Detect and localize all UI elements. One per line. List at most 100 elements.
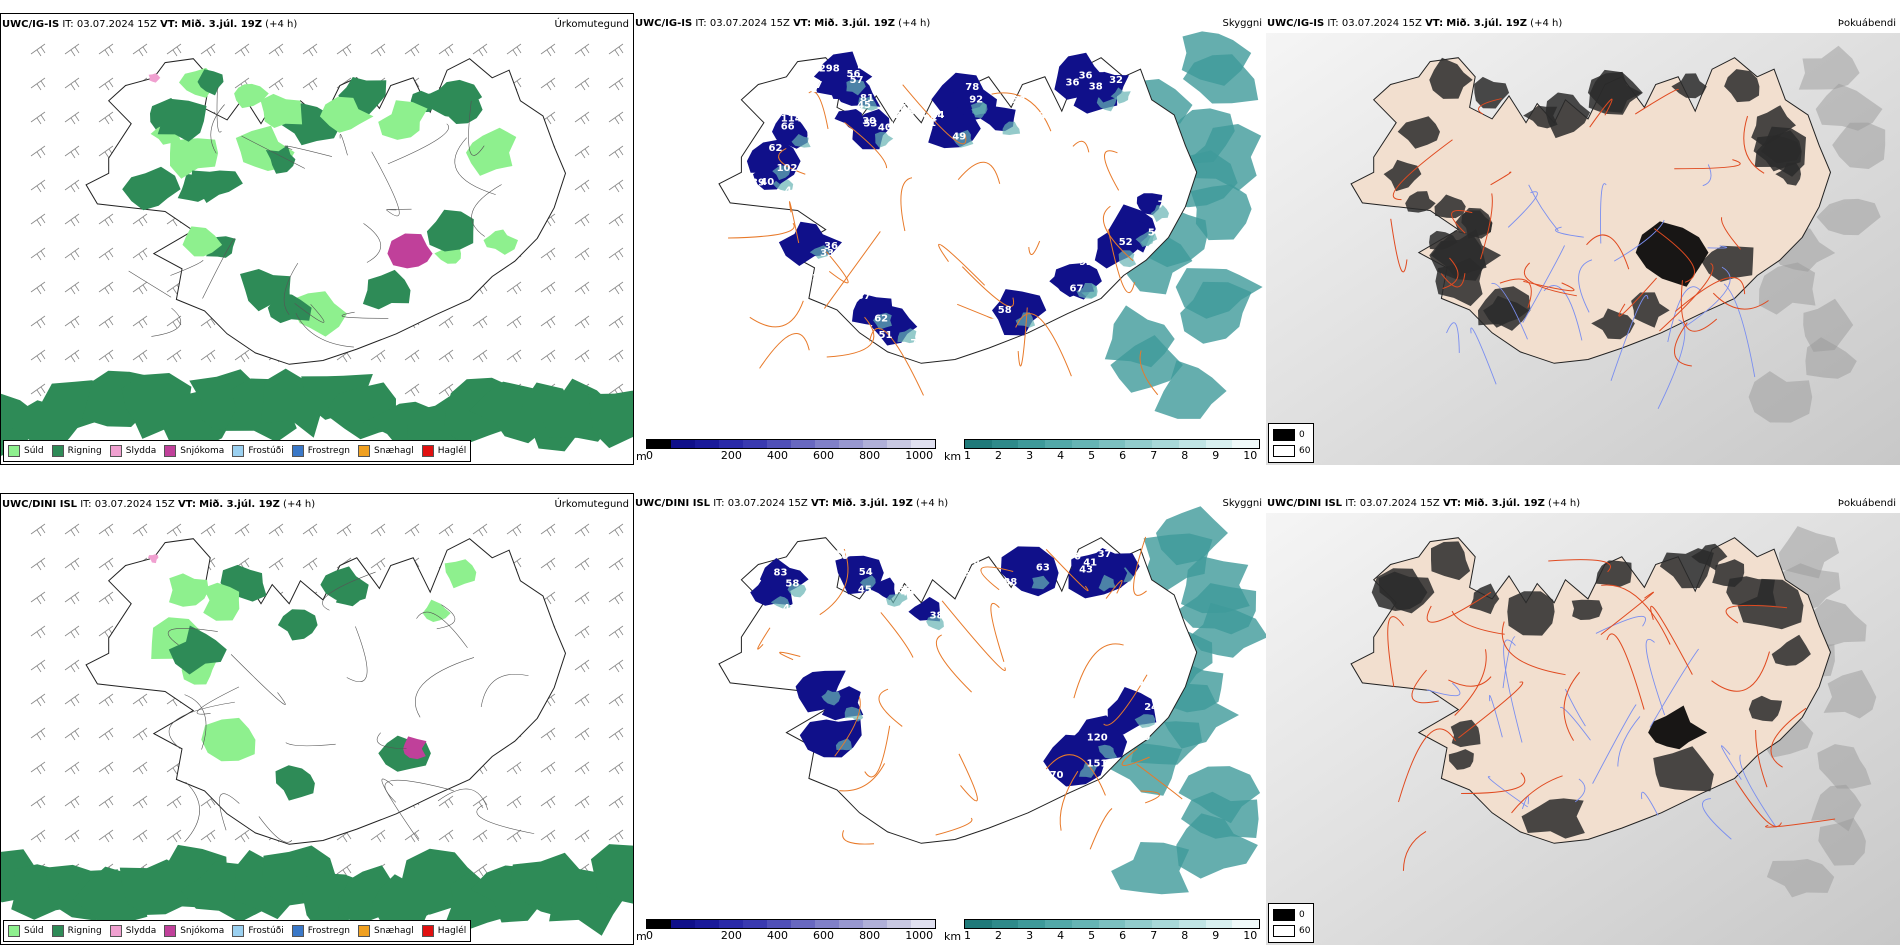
cloud-base-label: 78 bbox=[1155, 114, 1169, 125]
it-value: 03.07.2024 15Z bbox=[727, 498, 808, 509]
legend-swatch bbox=[421, 925, 434, 937]
scale-step bbox=[815, 920, 839, 928]
low-visibility-area bbox=[1111, 842, 1190, 895]
wind-barb bbox=[336, 863, 352, 877]
wind-barb bbox=[506, 829, 522, 843]
wind-barb bbox=[200, 829, 216, 843]
wind-barb bbox=[472, 315, 488, 329]
scale-step bbox=[791, 920, 815, 928]
fog-area bbox=[1726, 576, 1776, 607]
cloud-base-label: 56 bbox=[1067, 552, 1081, 563]
vt-label: VT: bbox=[793, 18, 812, 29]
precip-map-row2 bbox=[1, 523, 633, 936]
scale-step bbox=[719, 920, 743, 928]
wind-barb bbox=[608, 659, 624, 673]
wind-barb bbox=[132, 795, 148, 809]
wind-barb bbox=[64, 625, 80, 639]
cloud-base-label: 60 bbox=[835, 551, 849, 562]
scale-step bbox=[815, 440, 839, 448]
road bbox=[1139, 350, 1159, 396]
wind-barb bbox=[132, 349, 148, 363]
wind-barb bbox=[302, 77, 318, 91]
road bbox=[376, 732, 407, 750]
wind-barb bbox=[404, 43, 420, 57]
precip-header-row2: UWC/DINI ISL IT: 03.07.2024 15Z VT: Mið.… bbox=[2, 497, 629, 513]
wind-barb bbox=[574, 77, 590, 91]
fog-area bbox=[1712, 559, 1745, 587]
cloud-base-label: 59 bbox=[983, 318, 997, 329]
legend-swatch bbox=[164, 925, 177, 937]
fog-area bbox=[1653, 746, 1714, 792]
wind-barb bbox=[574, 727, 590, 741]
road-network bbox=[128, 87, 502, 348]
precip-legend-item: Snjókoma bbox=[164, 445, 224, 457]
road bbox=[1059, 770, 1079, 831]
road bbox=[1426, 591, 1492, 623]
cloud-base-label: 38 bbox=[930, 611, 944, 622]
road bbox=[1390, 218, 1408, 273]
wind-barb bbox=[540, 727, 556, 741]
sea-fog-area bbox=[1832, 122, 1886, 169]
fog-area bbox=[1478, 286, 1531, 331]
cloud-base-label: 479 bbox=[858, 62, 879, 73]
model-name: UWC/DINI ISL bbox=[635, 498, 711, 509]
wind-barb bbox=[30, 625, 46, 639]
legend-label: Snjókoma bbox=[180, 926, 225, 936]
cloud-base-label: 30 bbox=[862, 116, 876, 127]
cloud-title: Skyggni bbox=[1222, 498, 1262, 509]
wind-barb bbox=[234, 43, 250, 57]
wind-barb bbox=[370, 349, 386, 363]
road bbox=[1107, 229, 1136, 294]
wind-barb bbox=[336, 43, 352, 57]
road bbox=[1140, 790, 1160, 804]
cloud-base-label: 46 bbox=[785, 185, 799, 196]
road bbox=[1501, 621, 1566, 676]
scale-tick: 6 bbox=[1119, 929, 1127, 942]
precip-title: Úrkomutegund bbox=[554, 19, 629, 30]
cloud-base-label: 36 bbox=[1155, 629, 1169, 640]
rain-area bbox=[170, 138, 219, 179]
low-visibility-area bbox=[1134, 714, 1156, 728]
road bbox=[1411, 669, 1439, 704]
road bbox=[219, 793, 240, 831]
road bbox=[844, 121, 888, 169]
river bbox=[1667, 286, 1702, 343]
low-visibility-area bbox=[846, 79, 866, 96]
cloud-base-label: 37 bbox=[1098, 549, 1112, 560]
vt-label: VT: bbox=[160, 19, 179, 30]
wind-barb bbox=[30, 383, 46, 397]
terrain-panel-row2: UWC/DINI ISL IT: 03.07.2024 15Z VT: Mið.… bbox=[634, 493, 1266, 945]
legend-swatch bbox=[51, 445, 64, 457]
road bbox=[1499, 278, 1532, 308]
road-network bbox=[757, 536, 1183, 850]
scale-unit: m bbox=[636, 450, 647, 463]
road bbox=[900, 177, 913, 232]
road bbox=[824, 231, 881, 309]
cloud-base-label: 58 bbox=[1137, 677, 1151, 688]
cloud-base-label: 42 bbox=[1174, 654, 1188, 665]
wind-barb bbox=[132, 281, 148, 295]
wind-barb bbox=[98, 349, 114, 363]
wind-barb bbox=[98, 591, 114, 605]
sea-fog-area bbox=[1766, 859, 1835, 898]
rain-area bbox=[275, 765, 315, 801]
legend-swatch bbox=[421, 445, 434, 457]
it-value: 03.07.2024 15Z bbox=[94, 499, 175, 510]
cloud-base-label: 151 bbox=[1087, 759, 1108, 770]
low-visibility-area bbox=[835, 738, 852, 751]
scale-step bbox=[911, 920, 935, 928]
road bbox=[1600, 591, 1654, 636]
cloud-base-label: 74 bbox=[1158, 199, 1172, 210]
cloud-base-label: 142 bbox=[797, 84, 818, 95]
road bbox=[341, 311, 389, 319]
road bbox=[1548, 559, 1612, 573]
road bbox=[202, 238, 236, 299]
fog-area bbox=[1397, 116, 1440, 149]
road bbox=[826, 251, 849, 284]
wind-barb bbox=[574, 247, 590, 261]
fog-area bbox=[1691, 543, 1728, 571]
low-visibility-area bbox=[1110, 335, 1183, 393]
wind-barb bbox=[268, 43, 284, 57]
wind-barb bbox=[472, 523, 488, 537]
precip-legend-item: Súld bbox=[8, 925, 44, 937]
